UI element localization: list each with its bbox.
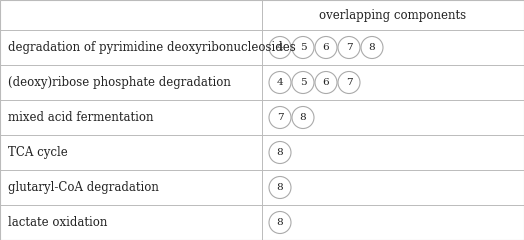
- Text: mixed acid fermentation: mixed acid fermentation: [8, 111, 154, 124]
- Text: (deoxy)ribose phosphate degradation: (deoxy)ribose phosphate degradation: [8, 76, 231, 89]
- Text: 8: 8: [369, 43, 375, 52]
- Text: lactate oxidation: lactate oxidation: [8, 216, 107, 229]
- Circle shape: [269, 72, 291, 94]
- Text: 7: 7: [346, 78, 352, 87]
- Text: degradation of pyrimidine deoxyribonucleosides: degradation of pyrimidine deoxyribonucle…: [8, 41, 296, 54]
- Circle shape: [338, 72, 360, 94]
- Text: 8: 8: [300, 113, 307, 122]
- Circle shape: [269, 176, 291, 198]
- Text: 5: 5: [300, 43, 307, 52]
- Circle shape: [338, 36, 360, 59]
- Circle shape: [292, 36, 314, 59]
- Circle shape: [269, 142, 291, 163]
- Text: overlapping components: overlapping components: [320, 8, 466, 22]
- Text: TCA cycle: TCA cycle: [8, 146, 68, 159]
- Circle shape: [292, 72, 314, 94]
- Text: 4: 4: [277, 43, 283, 52]
- Text: 4: 4: [277, 78, 283, 87]
- Text: 8: 8: [277, 183, 283, 192]
- Text: 6: 6: [323, 43, 329, 52]
- Circle shape: [269, 107, 291, 128]
- Circle shape: [315, 72, 337, 94]
- Circle shape: [269, 36, 291, 59]
- Text: 8: 8: [277, 148, 283, 157]
- Text: glutaryl-CoA degradation: glutaryl-CoA degradation: [8, 181, 159, 194]
- Text: 7: 7: [277, 113, 283, 122]
- Text: 7: 7: [346, 43, 352, 52]
- Circle shape: [361, 36, 383, 59]
- Text: 8: 8: [277, 218, 283, 227]
- Text: 5: 5: [300, 78, 307, 87]
- Circle shape: [269, 211, 291, 234]
- Circle shape: [315, 36, 337, 59]
- Circle shape: [292, 107, 314, 128]
- Text: 6: 6: [323, 78, 329, 87]
